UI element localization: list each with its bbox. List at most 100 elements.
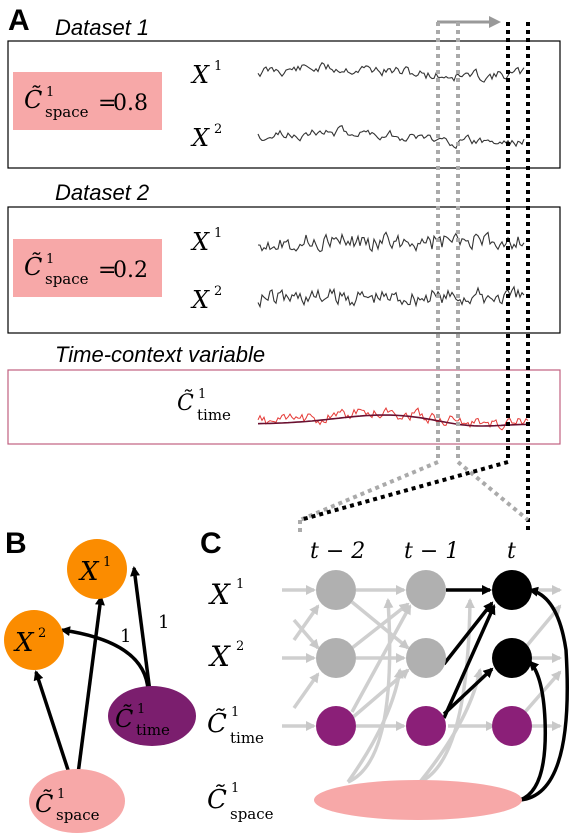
graph-b: 1 1 X 1 X 2 C̃ 1 time C̃ 1 space [4,539,196,833]
edge-cspace-x2 [33,670,72,777]
edge-cspace-to-x1-t [519,586,570,802]
svg-text:1: 1 [214,59,222,74]
svg-text:1: 1 [57,787,65,802]
svg-text:C̃: C̃ [115,705,133,733]
svg-text:C̃: C̃ [24,253,42,281]
dataset-2-x1-label: X 1 [190,226,222,256]
dataset-2-coeff-label: C̃ 1 space = 0.2 [24,252,148,288]
svg-text:1: 1 [46,252,54,267]
row-label-cspace: C̃ 1 space [207,781,274,823]
row-label-x1: X 1 [208,577,244,611]
svg-text:=: = [98,258,116,283]
node-x2-t [492,638,532,678]
graph-c-black-edges [442,585,570,802]
node-x2-t-2 [316,638,356,678]
node-x2-t-1 [406,638,446,678]
graph-c-nodes [314,570,532,820]
svg-text:0.2: 0.2 [113,258,148,283]
node-ctime [108,686,196,746]
time-context-box [7,369,561,445]
dataset-2-x2-series [257,285,525,309]
svg-text:0.8: 0.8 [113,91,148,116]
svg-text:=: = [98,91,116,116]
edge-ctime-x1 [130,566,152,693]
node-x1-label: X 1 [78,555,111,587]
panel-label-b: B [5,527,27,560]
svg-text:1: 1 [198,387,206,402]
svg-text:2: 2 [214,284,222,299]
edge-cspace-x1 [76,595,105,775]
panel-label-c: C [200,527,222,560]
dataset-2-x2-label: X 2 [190,284,222,314]
svg-text:C̃: C̃ [24,86,42,114]
time-label-t: t [507,539,516,564]
svg-text:2: 2 [38,626,46,641]
edge-ctime-t1-to-x2-t [442,667,494,716]
svg-text:space: space [45,270,89,288]
edge-x2-t1-to-x1-t [442,601,494,666]
sliding-window-indicator [298,16,530,532]
time-label-t-1: t − 1 [404,539,459,564]
node-x1-t-2 [316,570,356,610]
node-x1-t-1 [406,570,446,610]
svg-text:2: 2 [236,639,244,654]
svg-text:1: 1 [231,705,239,720]
svg-text:C̃: C̃ [207,784,227,815]
node-ctime-t-2 [316,706,356,746]
svg-text:space: space [56,806,100,824]
time-labels: t − 2 t − 1 t [310,539,516,564]
svg-text:1: 1 [46,85,54,100]
graph-c-gray-edges [282,585,562,784]
svg-text:1: 1 [231,781,239,796]
svg-text:time: time [197,406,231,424]
node-x2-label: X 2 [13,626,46,658]
svg-text:1: 1 [214,226,222,241]
svg-text:1: 1 [137,702,145,717]
dataset-2-x1-series [257,231,525,253]
svg-text:C̃: C̃ [177,390,194,416]
dataset-1-x2-label: X 2 [190,122,222,152]
svg-text:1: 1 [103,555,111,570]
row-label-x2: X 2 [208,639,244,673]
node-ctime-t-1 [406,706,446,746]
svg-text:X: X [190,61,210,89]
svg-text:space: space [230,805,274,823]
svg-text:space: space [45,103,89,121]
node-ctime-label: C̃ 1 time [115,702,170,739]
node-x1-t [492,570,532,610]
edge-ctime-t1-to-x1-t [442,604,496,719]
svg-text:C̃: C̃ [207,708,227,739]
time-label-t-2: t − 2 [310,539,365,564]
dataset-1-coeff-label: C̃ 1 space = 0.8 [24,85,148,121]
node-cspace-label: C̃ 1 space [35,787,100,824]
panel-label-a: A [8,4,30,37]
svg-text:X: X [13,628,35,658]
svg-text:X: X [208,640,231,673]
time-context-title: Time-context variable [55,342,265,367]
node-cspace [29,769,125,833]
svg-text:X: X [190,124,210,152]
dataset-1-x2-series [257,125,525,150]
svg-text:X: X [190,286,210,314]
time-context-trend-line [257,414,529,427]
dataset-1-title: Dataset 1 [55,15,149,40]
svg-text:X: X [208,578,231,611]
dataset-1-x1-series [257,62,525,83]
svg-text:C̃: C̃ [35,790,53,818]
svg-text:time: time [136,721,170,739]
svg-text:2: 2 [214,122,222,137]
svg-text:X: X [78,557,100,587]
row-label-ctime: C̃ 1 time [207,705,264,747]
dataset-2-coeff-box [13,239,162,297]
node-x1 [67,539,127,599]
node-x2 [4,610,64,670]
dataset-1-x1-label: X 1 [190,59,222,89]
edge-cspace-to-x2-t [519,660,548,802]
edge-label-ctime-x1: 1 [158,612,169,633]
dataset-2-title: Dataset 2 [55,180,149,205]
dataset-1-coeff-box [13,72,162,130]
time-context-noisy-series [257,406,529,431]
node-ctime-t [492,706,532,746]
svg-text:1: 1 [236,577,244,592]
